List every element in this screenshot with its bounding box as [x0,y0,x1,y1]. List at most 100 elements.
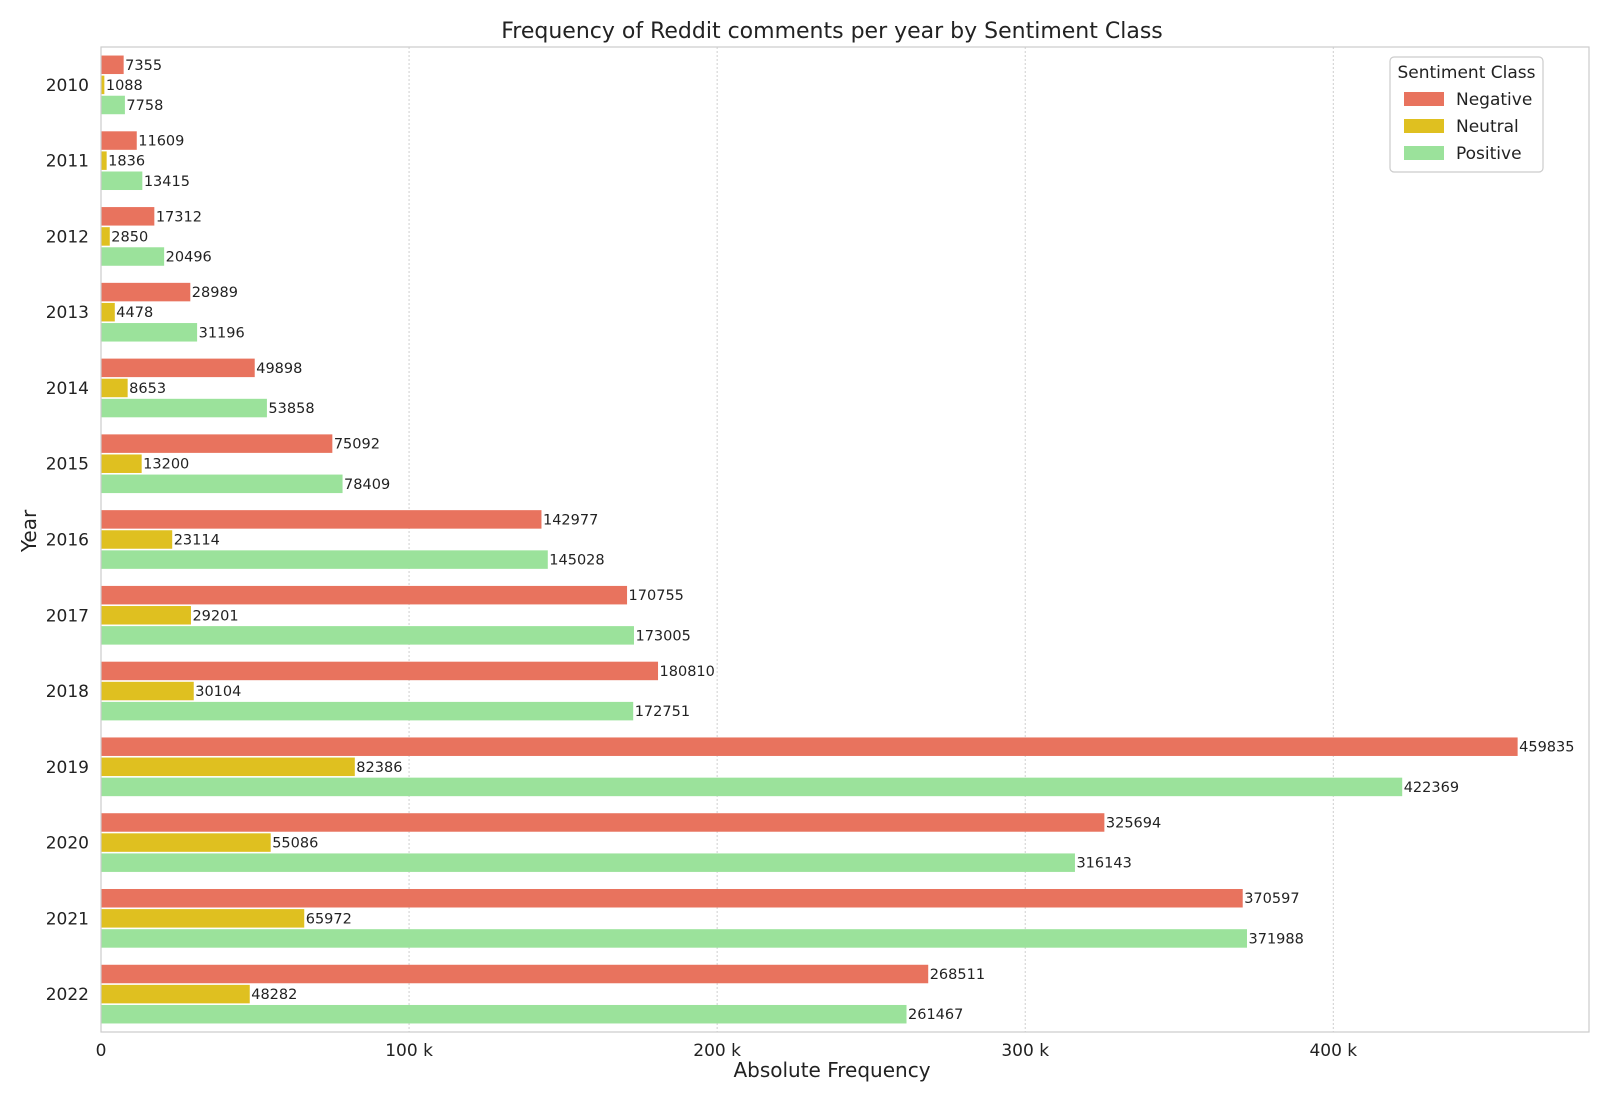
y-tick-label: 2015 [46,455,89,475]
bar-positive [101,701,634,721]
y-tick-label: 2012 [46,227,89,247]
y-tick-label: 2013 [46,303,89,323]
legend-box [1389,56,1544,173]
legend-label-positive: Positive [1456,144,1522,164]
bar-value-label: 142977 [543,512,598,528]
bar-neutral [101,454,142,473]
bar-value-label: 53858 [268,401,314,417]
bar-value-label: 170755 [629,588,684,604]
bars [101,55,1518,1024]
bar-positive [101,171,143,191]
bar-positive [101,247,165,266]
bar-neutral [101,757,355,777]
bar-negative [101,131,137,150]
bar-value-label: 82386 [356,760,402,776]
bar-value-label: 29201 [192,608,238,624]
bar-negative [101,888,1243,908]
legend-swatch-positive [1404,146,1444,160]
bar-neutral [101,151,107,170]
bar-value-label: 172751 [635,704,690,720]
bar-neutral [101,909,305,928]
y-tick-label: 2017 [46,606,89,626]
bar-value-label: 20496 [166,250,212,266]
bar-neutral [101,681,194,701]
legend-swatch-negative [1404,92,1444,106]
bar-positive [101,777,1403,797]
bar-neutral [101,606,191,625]
bar-value-label: 1836 [108,154,145,170]
bar-value-label: 180810 [660,664,715,680]
bar-positive [101,550,548,569]
bar-value-label: 7758 [126,98,163,114]
bar-value-label: 17312 [156,209,202,225]
y-tick-label: 2010 [46,76,89,96]
x-tick-label: 400 k [1309,1041,1357,1061]
bar-value-label: 31196 [199,325,245,341]
bar-neutral [101,984,250,1004]
bar-negative [101,964,929,984]
bar-value-label: 325694 [1106,815,1161,831]
bar-negative [101,813,1105,832]
bar-value-label: 173005 [635,628,690,644]
y-axis-label: Year [17,509,41,553]
bar-neutral [101,378,128,398]
plot-frame [100,46,1590,1033]
bar-value-label: 7355 [125,58,162,74]
bar-value-label: 28989 [192,285,238,301]
legend: Sentiment Class Negative Neutral Positive [1389,56,1544,173]
bar-value-label: 11609 [138,134,184,150]
bar-value-label: 316143 [1076,856,1131,872]
x-tick-label: 100 k [385,1041,433,1061]
bar-positive [101,929,1248,948]
y-tick-label: 2016 [46,531,89,551]
bar-value-label: 75092 [334,437,380,453]
x-tick-label: 200 k [693,1041,741,1061]
bar-positive [101,474,343,494]
data-labels: 7355 1088 7758 11609 1836 13415 17312 2850 20496… [106,58,1575,1023]
y-tick-label: 2022 [46,985,89,1005]
bar-neutral [101,75,105,95]
y-tick-label: 2019 [46,758,89,778]
x-tick-label: 300 k [1001,1041,1049,1061]
y-tick-label: 2014 [46,379,89,399]
y-tick-label: 2020 [46,834,89,854]
bar-negative [101,737,1518,756]
legend-title: Sentiment Class [1397,63,1535,83]
legend-label-negative: Negative [1456,90,1532,110]
bar-value-label: 65972 [306,911,352,927]
legend-label-neutral: Neutral [1456,117,1519,137]
bar-value-label: 49898 [256,361,302,377]
bar-negative [101,55,124,75]
bar-negative [101,510,542,529]
bar-value-label: 30104 [195,684,241,700]
bar-value-label: 13200 [143,457,189,473]
bar-value-label: 422369 [1404,780,1459,796]
bar-value-label: 268511 [930,967,985,983]
bar-negative [101,585,628,605]
y-tick-label: 2021 [46,909,89,929]
bar-value-label: 78409 [344,477,390,493]
y-axis-ticks: 2010 2011 2012 2013 2014 2015 2016 2017 2018 2019… [46,76,89,1005]
gridlines [408,47,1334,1032]
bar-negative [101,661,659,681]
bar-neutral [101,530,173,549]
bar-value-label: 370597 [1244,891,1299,907]
bar-value-label: 55086 [272,836,318,852]
bar-negative [101,207,155,226]
bar-negative [101,434,333,453]
bar-value-label: 371988 [1249,931,1304,947]
bar-value-label: 8653 [129,381,166,397]
bar-neutral [101,227,110,246]
bar-positive [101,323,198,342]
bar-positive [101,853,1075,872]
bar-positive [101,398,267,418]
bar-negative [101,358,255,378]
bar-positive [101,1004,907,1024]
bar-positive [101,626,634,645]
x-tick-label: 0 [96,1041,107,1061]
bar-value-label: 13415 [144,174,190,190]
y-tick-label: 2011 [46,152,89,172]
bar-value-label: 2850 [111,229,148,245]
